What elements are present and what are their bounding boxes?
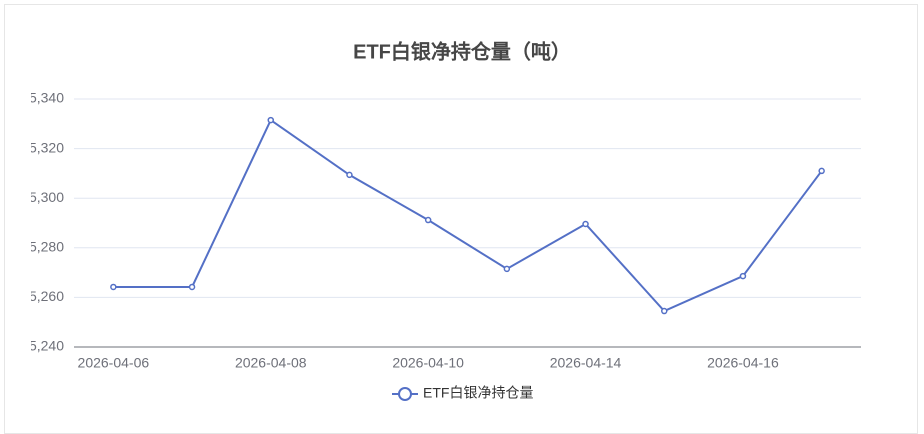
data-point — [739, 272, 747, 280]
x-tick-label: 2026-04-10 — [392, 355, 464, 371]
series-line — [113, 118, 823, 313]
legend-label: ETF白银净持仓量 — [423, 385, 533, 401]
y-tick-label: 15,300 — [21, 189, 64, 205]
y-tick-label: 15,340 — [21, 90, 64, 106]
data-point — [503, 265, 511, 273]
data-point — [661, 307, 668, 315]
data-point — [818, 167, 825, 175]
y-tick-label: 15,260 — [21, 288, 64, 304]
x-tick-label: 2026-04-14 — [550, 355, 622, 371]
y-axis-labels: 15,240 15,260 15,280 15,300 15,320 15,340 — [21, 90, 64, 354]
x-tick-label: 2026-04-06 — [78, 355, 150, 371]
legend-marker — [398, 387, 412, 401]
data-point — [267, 116, 274, 124]
y-tick-label: 15,320 — [21, 139, 64, 155]
y-tick-label: 15,280 — [21, 239, 64, 255]
x-tick-label: 2026-04-16 — [707, 355, 779, 371]
y-tick-label: 15,240 — [21, 338, 64, 354]
data-point — [110, 283, 117, 291]
data-point — [582, 220, 589, 228]
chart-title: ETF白银净持仓量（吨） — [353, 39, 571, 63]
data-point — [424, 216, 432, 224]
x-tick-label: 2026-04-08 — [235, 355, 307, 371]
data-point — [188, 283, 196, 291]
data-point — [346, 171, 353, 179]
